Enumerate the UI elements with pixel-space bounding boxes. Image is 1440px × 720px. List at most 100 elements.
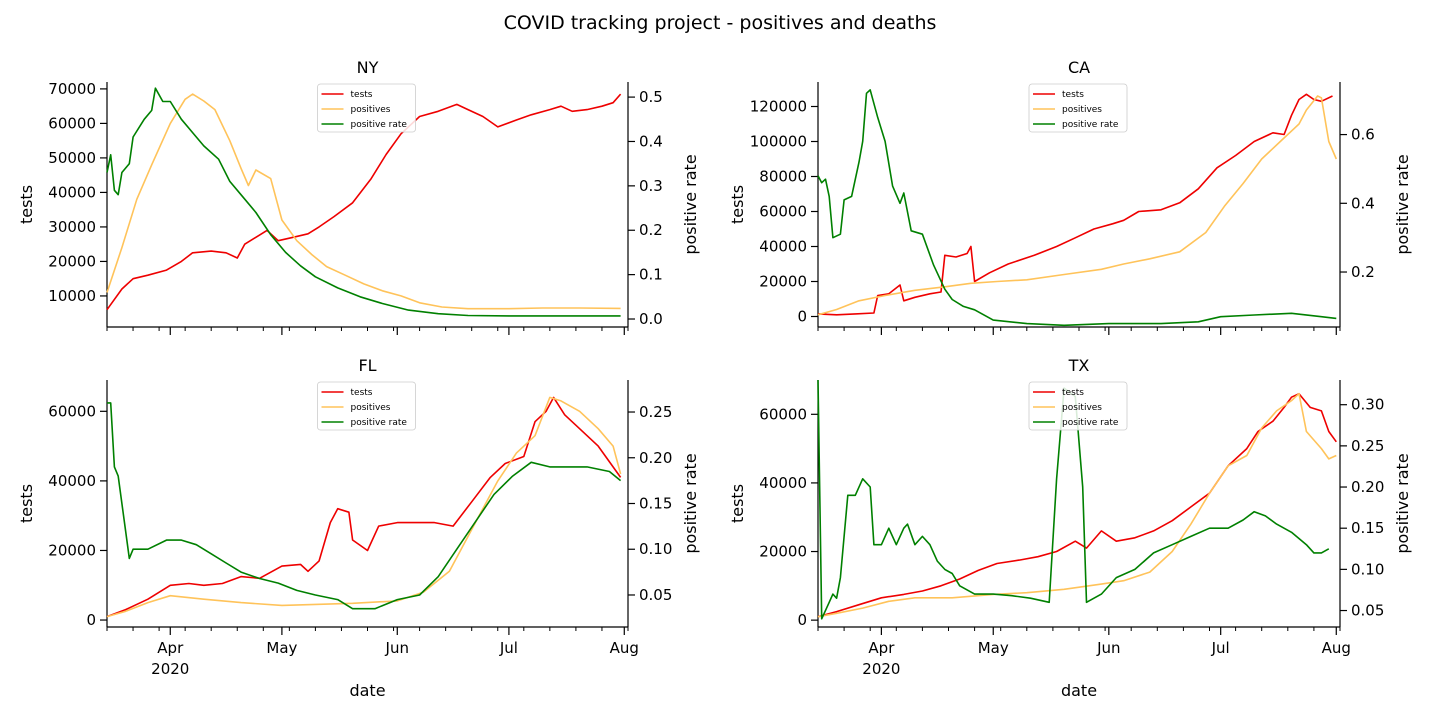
y2-tick-label: 0.05 (639, 586, 672, 604)
x-tick-sublabel: 2020 (151, 660, 189, 678)
subplot-title: TX (1068, 356, 1090, 375)
subplot-tx: 0 20000 40000 60000 0.05 0.10 0.15 0.20 0.25 0.30… (728, 356, 1412, 700)
y-tick-label: 60000 (759, 405, 807, 423)
y2-tick-label: 0.20 (639, 449, 672, 467)
y-tick-label: 0 (797, 308, 807, 326)
y2-tick-label: 0.15 (1351, 519, 1384, 537)
y-tick-label: 20000 (759, 543, 807, 561)
y2-tick-label: 0.05 (1351, 602, 1384, 620)
legend-label: positives (1062, 403, 1102, 413)
y-axis-label: tests (17, 185, 36, 224)
y2-tick-label: 0.5 (639, 88, 663, 106)
y2-tick-label: 0.0 (639, 310, 663, 328)
legend-label: positives (351, 403, 391, 413)
y-axis-label: tests (17, 484, 36, 523)
subplot-title: NY (357, 58, 379, 77)
legend-label: tests (1062, 90, 1084, 100)
y-tick-label: 100000 (750, 133, 807, 151)
legend: tests positives positive rate (317, 83, 416, 133)
x-axis-label: date (1061, 681, 1097, 700)
legend: tests positives positive rate (317, 381, 416, 431)
legend-label: positive rate (1062, 120, 1119, 130)
series-line-positives (106, 93, 621, 310)
series-line-positives (817, 392, 1337, 618)
y-tick-label: 30000 (48, 218, 96, 236)
y-tick-label: 20000 (759, 273, 807, 291)
y-tick-label: 50000 (48, 149, 96, 167)
y-tick-label: 40000 (48, 183, 96, 201)
legend-frame (317, 83, 416, 133)
y-tick-label: 40000 (759, 474, 807, 492)
subplot-fl: 0 20000 40000 60000 0.05 0.10 0.15 0.20 0.25 Apr 2… (17, 356, 700, 700)
x-tick-label: Aug (1322, 639, 1351, 657)
y-tick-label: 60000 (759, 203, 807, 221)
legend-label: tests (351, 90, 373, 100)
legend-label: tests (1062, 388, 1084, 398)
y2-axis-label: positive rate (681, 453, 700, 553)
y2-tick-label: 0.20 (1351, 478, 1384, 496)
y-tick-label: 60000 (48, 402, 96, 420)
y2-tick-label: 0.10 (1351, 560, 1384, 578)
series-line-tests (106, 396, 622, 618)
y2-tick-label: 0.1 (639, 266, 663, 284)
subplot-ny: 10000 20000 30000 40000 50000 60000 70000 0.0 0.… (17, 58, 700, 335)
series-line-tests (817, 93, 1333, 316)
legend-frame (1028, 381, 1128, 431)
y-tick-label: 20000 (48, 541, 96, 559)
y-tick-label: 0 (86, 611, 96, 629)
series-line-positive-rate (817, 89, 1337, 327)
legend-label: positive rate (351, 120, 408, 130)
legend-label: positive rate (1062, 418, 1119, 428)
series-line-positives (817, 95, 1338, 316)
legend: tests positives positive rate (1028, 381, 1128, 431)
y-tick-label: 80000 (759, 168, 807, 186)
x-tick-sublabel: 2020 (862, 660, 900, 678)
y2-tick-label: 0.4 (639, 132, 663, 150)
y2-tick-label: 0.4 (1351, 194, 1375, 212)
x-tick-label: Jul (1211, 639, 1230, 657)
x-tick-label: Jun (385, 639, 409, 657)
y2-tick-label: 0.25 (639, 403, 672, 421)
x-tick-label: Apr (157, 639, 184, 657)
subplot-ca: 0 20000 40000 60000 80000 100000 120000 0.2 0.4 0… (728, 58, 1412, 335)
y-axis-label: tests (728, 185, 747, 224)
legend-frame (317, 381, 416, 431)
y-tick-label: 40000 (759, 238, 807, 256)
y-tick-label: 0 (797, 611, 807, 629)
x-tick-label: May (266, 639, 297, 657)
legend-label: tests (351, 388, 373, 398)
series-line-tests (817, 392, 1337, 618)
x-axis-label: date (349, 681, 385, 700)
legend-frame (1028, 83, 1128, 133)
x-tick-label: Aug (610, 639, 639, 657)
x-tick-label: May (978, 639, 1009, 657)
x-tick-label: Jul (499, 639, 518, 657)
series-line-tests (106, 93, 622, 311)
y2-axis-label: positive rate (1393, 154, 1412, 254)
y-tick-label: 10000 (48, 287, 96, 305)
series-line-positives (106, 396, 622, 618)
series-line-positive-rate (106, 87, 621, 317)
y2-axis-label: positive rate (1393, 453, 1412, 553)
y-tick-label: 120000 (750, 98, 807, 116)
y2-tick-label: 0.2 (639, 221, 663, 239)
y2-tick-label: 0.6 (1351, 126, 1375, 144)
subplot-title: FL (358, 356, 376, 375)
x-tick-label: Jun (1096, 639, 1120, 657)
figure-suptitle: COVID tracking project - positives and d… (504, 12, 937, 34)
series-line-positive-rate (107, 402, 622, 610)
series-line-positive-rate (817, 379, 1330, 620)
subplot-title: CA (1068, 58, 1090, 77)
y2-axis-label: positive rate (681, 154, 700, 254)
y-tick-label: 40000 (48, 472, 96, 490)
y2-tick-label: 0.10 (639, 540, 672, 558)
y2-tick-label: 0.25 (1351, 437, 1384, 455)
y-axis-label: tests (728, 484, 747, 523)
x-tick-label: Apr (868, 639, 895, 657)
legend-label: positives (351, 105, 391, 115)
y2-tick-label: 0.30 (1351, 396, 1384, 414)
y2-tick-label: 0.15 (639, 495, 672, 513)
legend-label: positive rate (351, 418, 408, 428)
y2-tick-label: 0.3 (639, 177, 663, 195)
